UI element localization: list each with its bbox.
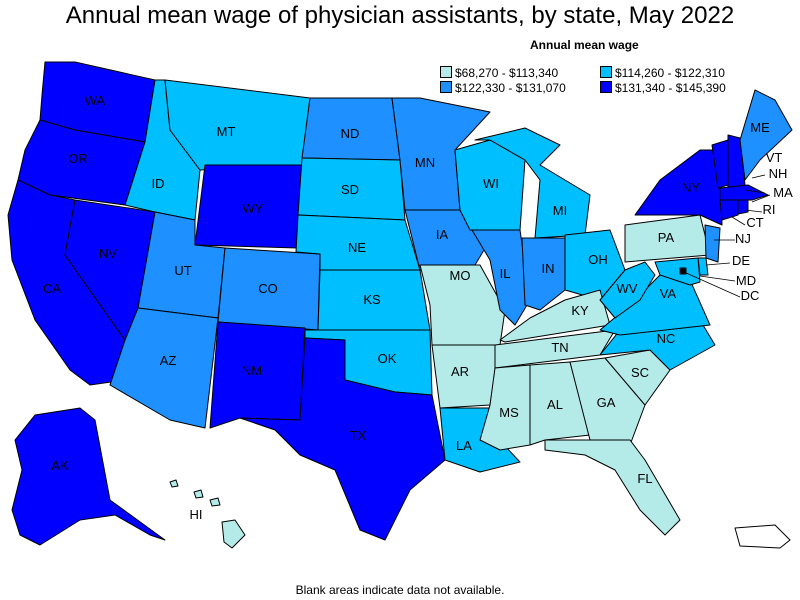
state-label-sd: SD — [341, 182, 359, 197]
state-me[interactable] — [739, 89, 793, 181]
state-label-or: OR — [68, 151, 88, 166]
state-md[interactable] — [654, 257, 701, 286]
map-title: Annual mean wage of physician assistants… — [65, 2, 735, 29]
state-label-mn: MN — [415, 155, 435, 170]
state-fl[interactable] — [544, 439, 681, 536]
state-label-ca: CA — [43, 281, 61, 296]
legend-label-1: $68,270 - $113,340 — [455, 66, 559, 80]
state-label-wa: WA — [85, 93, 106, 108]
state-label-ks: KS — [363, 292, 381, 307]
state-label-id: ID — [152, 176, 165, 191]
state-label-ne: NE — [348, 240, 366, 255]
legend-swatch-2 — [600, 66, 612, 78]
legend-swatch-1 — [440, 66, 452, 78]
state-label-al: AL — [547, 397, 563, 412]
legend-label-3: $122,330 - $131,070 — [455, 81, 566, 95]
state-label-tn: TN — [551, 340, 568, 355]
state-label-ak: AK — [51, 458, 69, 473]
state-label-oh: OH — [588, 252, 608, 267]
state-ca[interactable] — [7, 179, 126, 386]
state-label-fl: FL — [637, 471, 652, 486]
state-label-ky: KY — [571, 303, 589, 318]
state-label-ga: GA — [597, 395, 616, 410]
state-label-ms: MS — [499, 405, 519, 420]
state-label-sc: SC — [631, 365, 649, 380]
legend-item-1: $68,270 - $113,340 — [440, 66, 558, 80]
state-label-il: IL — [500, 266, 511, 281]
state-tx[interactable] — [239, 337, 446, 541]
state-label-nv: NV — [99, 246, 117, 261]
state-label-co: CO — [258, 281, 278, 296]
legend: Annual mean wage $68,270 - $113,340 $114… — [440, 38, 740, 100]
legend-title: Annual mean wage — [530, 38, 639, 52]
state-ri[interactable] — [737, 199, 749, 215]
state-label-mo: MO — [450, 268, 471, 283]
state-label-va: VA — [660, 286, 677, 301]
state-ky[interactable] — [499, 289, 611, 343]
legend-item-2: $114,260 - $122,310 — [600, 66, 725, 80]
state-label-ar: AR — [451, 364, 469, 379]
state-label-ut: UT — [174, 263, 191, 278]
state-label-tx: TX — [350, 428, 367, 443]
state-label-wy: WY — [243, 201, 264, 216]
state-nj[interactable] — [704, 224, 721, 263]
state-label-mt: MT — [217, 124, 236, 139]
state-az[interactable] — [109, 307, 219, 429]
state-il[interactable] — [471, 229, 531, 326]
state-label-vt: VT — [766, 150, 783, 165]
state-label-ia: IA — [436, 227, 449, 242]
legend-label-2: $114,260 - $122,310 — [615, 66, 725, 80]
state-label-me: ME — [750, 120, 770, 135]
state-pr — [734, 524, 791, 549]
state-label-ok: OK — [378, 351, 397, 366]
state-label-ma: MA — [773, 185, 793, 200]
state-label-nd: ND — [341, 126, 360, 141]
state-label-mi: MI — [553, 203, 567, 218]
state-ma[interactable] — [719, 184, 769, 201]
legend-item-3: $122,330 - $131,070 — [440, 81, 566, 95]
state-label-hi: HI — [190, 507, 203, 522]
state-hi[interactable] — [169, 479, 246, 549]
legend-swatch-4 — [600, 81, 612, 93]
state-label-nj: NJ — [735, 231, 751, 246]
legend-swatch-3 — [440, 81, 452, 93]
state-wv[interactable] — [599, 261, 656, 319]
state-ny[interactable] — [634, 149, 723, 226]
state-label-ri: RI — [763, 202, 776, 217]
state-label-nc: NC — [657, 331, 676, 346]
state-label-pa: PA — [658, 230, 675, 245]
state-label-dc: DC — [741, 288, 760, 303]
state-label-in: IN — [542, 261, 555, 276]
footnote: Blank areas indicate data not available. — [295, 583, 505, 597]
state-label-wv: WV — [617, 281, 638, 296]
legend-label-4: $131,340 - $145,390 — [615, 81, 726, 95]
state-label-la: LA — [456, 438, 472, 453]
state-label-md: MD — [736, 273, 756, 288]
legend-item-4: $131,340 - $145,390 — [600, 81, 726, 95]
state-label-az: AZ — [160, 353, 177, 368]
state-or[interactable] — [17, 119, 146, 206]
dc-marker — [680, 268, 686, 274]
state-ct[interactable] — [719, 199, 739, 221]
state-label-nm: NM — [242, 363, 262, 378]
state-label-ct: CT — [746, 215, 763, 230]
state-label-wi: WI — [483, 176, 499, 191]
state-ak[interactable] — [11, 407, 166, 546]
state-ga[interactable] — [569, 357, 646, 446]
state-label-de: DE — [732, 253, 750, 268]
state-label-ny: NY — [682, 180, 700, 195]
state-label-nh: NH — [769, 166, 788, 181]
state-in[interactable] — [521, 237, 566, 311]
